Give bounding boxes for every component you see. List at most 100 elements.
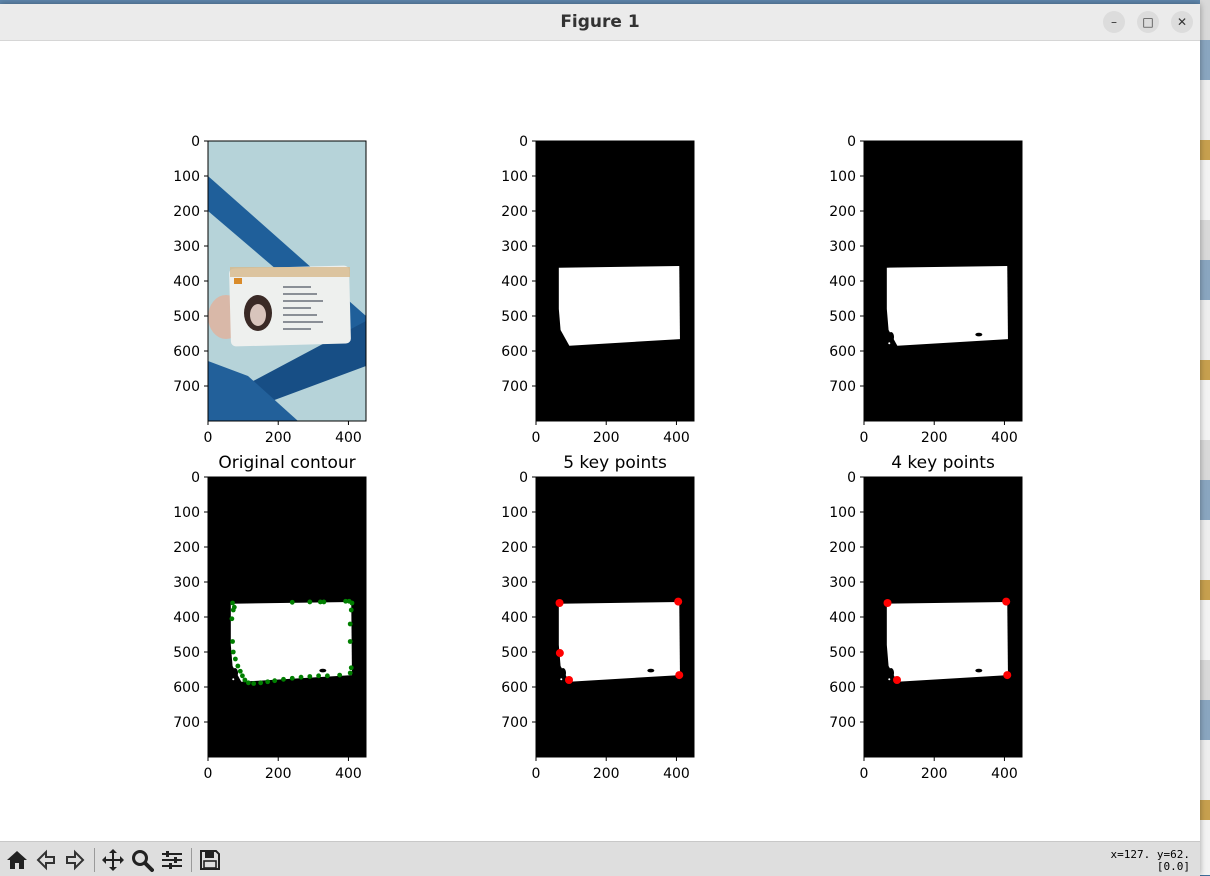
- photo-card-text-line: [283, 314, 317, 316]
- y-tick-label: 700: [501, 715, 528, 731]
- x-tick-label: 400: [991, 766, 1018, 782]
- x-tick-label: 200: [593, 430, 620, 446]
- data-point: [348, 607, 354, 613]
- y-tick-label: 100: [501, 505, 528, 521]
- y-tick-label: 600: [173, 680, 200, 696]
- figure-canvas[interactable]: 0 100 200 300 400 500 600 700 0 200 400 0 100 200 300 4…: [0, 41, 1200, 841]
- photo-id-card-chip: [234, 278, 242, 284]
- toolbar-separator: [94, 848, 95, 872]
- mask-hole: [975, 668, 983, 673]
- mask-speck: [888, 342, 891, 345]
- minimize-icon: –: [1111, 15, 1117, 29]
- photo-card-text-line: [283, 293, 317, 295]
- y-tick-label: 400: [501, 610, 528, 626]
- close-icon: ✕: [1176, 15, 1188, 29]
- y-tick-label: 700: [501, 379, 528, 395]
- data-point: [337, 672, 343, 678]
- photo-card-text-line: [283, 286, 311, 288]
- subplot-keypoints5[interactable]: 0 100 200 300 400 500 600 700 0 200 400 5 key point…: [501, 453, 695, 782]
- data-point: [316, 673, 321, 679]
- y-tick-label: 500: [829, 645, 856, 661]
- y-tick-label: 200: [501, 204, 528, 220]
- photo-id-card-header: [230, 267, 350, 277]
- zoom-icon[interactable]: [130, 848, 154, 872]
- subplot-photo[interactable]: 0 100 200 300 400 500 600 700 0 200 400: [173, 134, 367, 446]
- y-tick-label: 400: [173, 274, 200, 290]
- y-tick-label: 200: [501, 540, 528, 556]
- y-tick-label: 0: [847, 134, 856, 150]
- data-point: [555, 649, 564, 658]
- subplot-contour[interactable]: 0 100 200 300 400 500 600 700 0 200 400 Original co…: [173, 453, 367, 782]
- close-button[interactable]: ✕: [1171, 11, 1193, 33]
- y-tick-label: 100: [829, 169, 856, 185]
- y-tick-label: 600: [173, 344, 200, 360]
- data-point: [348, 665, 354, 671]
- y-tick-label: 200: [829, 540, 856, 556]
- photo-card-text-line: [283, 328, 311, 330]
- data-point: [347, 670, 353, 676]
- save-icon[interactable]: [198, 848, 222, 872]
- x-tick-label: 400: [335, 766, 362, 782]
- mask-speck: [888, 678, 891, 681]
- y-tick-label: 200: [173, 204, 200, 220]
- data-point: [298, 674, 304, 680]
- y-tick-label: 400: [829, 274, 856, 290]
- y-tick-label: 300: [829, 239, 856, 255]
- maximize-button[interactable]: □: [1137, 11, 1159, 33]
- y-tick-label: 300: [501, 575, 528, 591]
- y-tick-label: 100: [501, 169, 528, 185]
- y-tick-label: 600: [829, 344, 856, 360]
- data-point: [240, 673, 245, 679]
- y-tick-label: 600: [829, 680, 856, 696]
- subplot-mask[interactable]: 0 100 200 300 400 500 600 700 0 200 400: [501, 134, 695, 446]
- y-tick-label: 700: [829, 715, 856, 731]
- y-tick-label: 300: [829, 575, 856, 591]
- y-tick-label: 700: [829, 379, 856, 395]
- minimize-button[interactable]: –: [1103, 11, 1125, 33]
- y-tick-label: 0: [519, 134, 528, 150]
- y-tick-label: 200: [173, 540, 200, 556]
- configure-subplots-icon[interactable]: [160, 848, 184, 872]
- subplot-mask-detailed[interactable]: 0 100 200 300 400 500 600 700 0 200 400: [829, 134, 1023, 446]
- data-point: [307, 599, 313, 605]
- data-point: [272, 678, 278, 684]
- data-point: [289, 675, 295, 681]
- back-arrow-icon[interactable]: [34, 848, 58, 872]
- mask-notch: [888, 332, 895, 342]
- toolbar-separator: [191, 848, 192, 872]
- document-mask: [558, 601, 680, 682]
- data-point: [346, 598, 352, 604]
- x-tick-label: 200: [921, 766, 948, 782]
- subplot-title: 5 key points: [563, 453, 667, 473]
- y-tick-label: 500: [501, 309, 528, 325]
- title-bar[interactable]: Figure 1 – □ ✕: [0, 4, 1200, 41]
- data-point: [565, 676, 574, 684]
- subplot-keypoints4[interactable]: 0 100 200 300 400 500 600 700 0 200 400 4 key point…: [829, 453, 1023, 782]
- data-point: [232, 656, 238, 662]
- y-tick-label: 500: [173, 309, 200, 325]
- window-title: Figure 1: [560, 12, 640, 32]
- photo-card-text-line: [283, 321, 323, 323]
- mask-hole: [647, 668, 655, 673]
- mask-speck: [560, 678, 563, 681]
- data-point: [317, 599, 323, 605]
- home-icon[interactable]: [5, 848, 29, 872]
- y-tick-label: 100: [173, 169, 200, 185]
- data-point: [883, 599, 892, 607]
- figure-window: Figure 1 – □ ✕ 0 100 200 300 400 500 600 700 0 20…: [0, 4, 1200, 876]
- forward-arrow-icon[interactable]: [63, 848, 87, 872]
- data-point: [674, 597, 683, 606]
- document-mask: [230, 601, 352, 682]
- x-tick-label: 400: [663, 430, 690, 446]
- y-tick-label: 200: [829, 204, 856, 220]
- y-tick-label: 300: [173, 575, 200, 591]
- photo-content: [208, 141, 366, 421]
- data-point: [245, 680, 251, 686]
- pan-icon[interactable]: [101, 848, 125, 872]
- x-tick-label: 0: [860, 430, 869, 446]
- data-point: [242, 677, 248, 683]
- y-tick-label: 600: [501, 344, 528, 360]
- x-tick-label: 200: [265, 766, 292, 782]
- mask-notch: [232, 668, 239, 678]
- x-tick-label: 200: [265, 430, 292, 446]
